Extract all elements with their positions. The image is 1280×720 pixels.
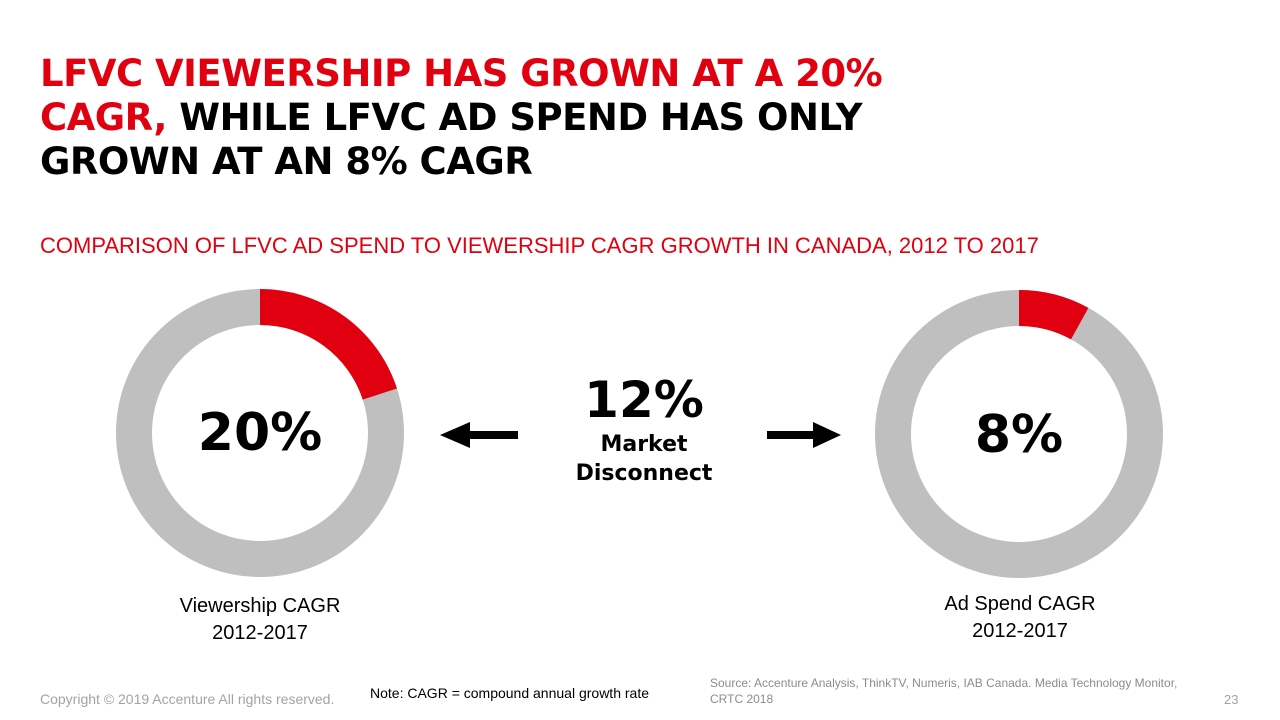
viewership-value: 20% — [197, 403, 323, 463]
title-rest: WHILE LFVC AD SPEND HAS ONLY GROWN AT AN… — [40, 96, 863, 183]
slide-title: LFVC VIEWERSHIP HAS GROWN AT A 20% CAGR,… — [40, 52, 1000, 184]
ad-spend-label-line1: Ad Spend CAGR — [944, 593, 1096, 615]
cagr-note: Note: CAGR = compound annual growth rate — [370, 685, 649, 701]
title-highlight: LFVC VIEWERSHIP HAS GROWN AT A 20% CAGR, — [40, 52, 883, 139]
arrow-left-icon — [440, 422, 518, 448]
page-number: 23 — [1224, 692, 1239, 707]
ad-spend-donut-chart: 8% — [875, 290, 1163, 578]
chart-subtitle: COMPARISON OF LFVC AD SPEND TO VIEWERSHI… — [40, 233, 1039, 258]
viewership-donut-slice — [259, 289, 397, 401]
copyright-text: Copyright © 2019 Accenture All rights re… — [40, 691, 335, 707]
ad-spend-donut-slice — [1018, 290, 1089, 340]
ad-spend-value: 8% — [974, 405, 1064, 465]
ad-spend-donut-svg — [875, 290, 1163, 578]
market-disconnect-callout: 12% Market Disconnect — [544, 370, 744, 488]
viewership-label-line1: Viewership CAGR — [179, 595, 341, 617]
viewership-donut-chart: 20% — [116, 289, 404, 577]
viewership-donut-svg — [116, 289, 404, 577]
arrow-right-icon — [767, 422, 841, 448]
ad-spend-label: Ad Spend CAGR 2012-2017 — [900, 591, 1140, 645]
market-disconnect-label: Market Disconnect — [575, 432, 713, 486]
source-note: Source: Accenture Analysis, ThinkTV, Num… — [710, 676, 1178, 706]
viewership-label: Viewership CAGR 2012-2017 — [140, 593, 380, 647]
viewership-label-line2: 2012-2017 — [212, 622, 308, 644]
market-disconnect-value: 12% — [584, 371, 704, 429]
ad-spend-label-line2: 2012-2017 — [972, 620, 1068, 642]
